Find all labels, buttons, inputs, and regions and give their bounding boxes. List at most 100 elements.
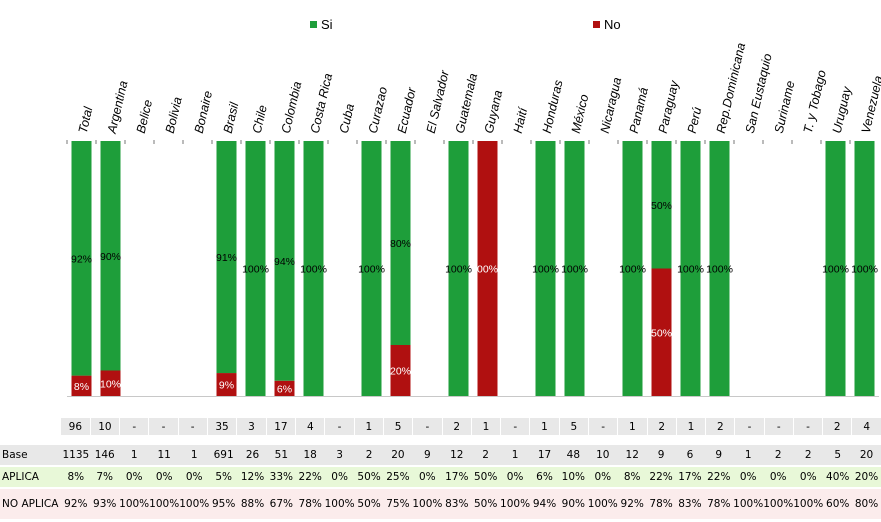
count-cell: -: [763, 418, 794, 435]
table-cell: 50%: [471, 465, 501, 488]
table-row: NO APLICA 92% 93% 100% 100% 100% 95% 88% 67% 78% 1…: [0, 487, 881, 519]
table-cell: 25%: [383, 465, 413, 488]
table-cell: 10%: [558, 465, 588, 488]
count-cell: 35: [206, 418, 237, 435]
table-cell: 78%: [704, 487, 734, 519]
table-cell: 10: [587, 443, 618, 466]
x-tick-label: Argentina: [105, 79, 131, 135]
x-tick-label: Bolivia: [163, 96, 185, 135]
x-tick-label: Cuba: [337, 102, 357, 134]
data-label-si: 100%: [706, 264, 733, 276]
table-cell: 22%: [704, 465, 734, 488]
data-label-si: 90%: [100, 251, 121, 263]
table-cell: 0%: [793, 465, 824, 488]
table-cell: 0%: [119, 465, 150, 488]
count-cell: 96: [60, 418, 91, 435]
table-cell: 9: [704, 443, 734, 466]
x-tick-label: Ecuador: [395, 85, 419, 134]
table-cell: 95%: [209, 487, 239, 519]
count-cell: -: [587, 418, 618, 435]
table-cell: 100%: [500, 487, 531, 519]
bar-si: [535, 141, 556, 396]
x-tick-label: México: [569, 93, 592, 135]
data-table: Base 1135 146 1 11 1 691 26 51 18 3 2 20 9 12 2 1 17 48 10 1…: [0, 443, 881, 519]
count-cell: 2: [822, 418, 852, 435]
table-cell: 2: [471, 443, 501, 466]
count-cell: 1: [617, 418, 648, 435]
x-tick-label: Uruguay: [830, 85, 854, 135]
table-cell: 691: [209, 443, 239, 466]
bar-si: [651, 141, 672, 269]
table-cell: 2: [354, 443, 384, 466]
table-cell: 22%: [646, 465, 676, 488]
table-cell: 0%: [587, 465, 618, 488]
count-cell: -: [500, 418, 530, 435]
x-tick-label: Chile: [250, 104, 270, 135]
table-cell: 18: [295, 443, 325, 466]
table-cell: 9: [646, 443, 676, 466]
table-cell: 0%: [324, 465, 355, 488]
data-label-no: 00%: [477, 264, 498, 276]
data-label-si: 100%: [851, 264, 878, 276]
bar-si: [245, 141, 266, 396]
table-cell: 90%: [558, 487, 588, 519]
table-cell: 2: [793, 443, 824, 466]
data-label-si: 100%: [300, 264, 327, 276]
row-label: Base: [0, 443, 62, 466]
data-label-si: 100%: [358, 264, 385, 276]
data-label-si: 100%: [561, 264, 588, 276]
count-cell: 10: [89, 418, 120, 435]
x-tick-label: Curazao: [366, 85, 390, 134]
table-cell: 100%: [149, 487, 180, 519]
x-tick-label: Nicaragua: [598, 76, 624, 135]
data-label-no: 8%: [74, 381, 89, 393]
data-label-si: 94%: [274, 256, 295, 268]
table-row: Base 1135 146 1 11 1 691 26 51 18 3 2 20 9 12 2 1 17 48 10 1…: [0, 443, 881, 466]
table-cell: 9: [412, 443, 443, 466]
table-cell: 146: [90, 443, 120, 466]
x-tick-label: Brasil: [221, 100, 242, 135]
table-cell: 78%: [295, 487, 325, 519]
x-tick-label: San Eustaquio: [743, 52, 775, 134]
data-label-si: 92%: [71, 253, 92, 265]
table-cell: 100%: [763, 487, 794, 519]
table-cell: 20%: [852, 465, 881, 488]
bar-si: [825, 141, 846, 396]
table-cell: 1: [500, 443, 531, 466]
count-cell: 2: [705, 418, 735, 435]
bar-no: [390, 345, 411, 396]
counts-row: 96 10- - -35 3 17 4-1 5-2 1-1 5-1 2 1 2- - -2 4: [0, 418, 881, 435]
table-cell: 22%: [295, 465, 325, 488]
count-cell: 2: [646, 418, 677, 435]
bar-si: [680, 141, 701, 396]
data-label-si: 50%: [651, 200, 672, 212]
table-cell: 83%: [675, 487, 705, 519]
data-label-si: 91%: [216, 252, 237, 264]
table-cell: 93%: [90, 487, 120, 519]
x-tick-label: Venezuela: [859, 74, 881, 134]
count-cell: 5: [558, 418, 589, 435]
table-cell: 50%: [354, 487, 384, 519]
table-cell: 0%: [179, 465, 210, 488]
bar-si: [361, 141, 382, 396]
data-label-si: 100%: [242, 264, 269, 276]
table-cell: 17: [530, 443, 559, 466]
bar-si: [622, 141, 643, 396]
table-cell: 12: [617, 443, 647, 466]
row-label: APLICA: [0, 465, 62, 488]
bar-si: [71, 141, 92, 376]
table-cell: 8%: [61, 465, 91, 488]
bar-si: [274, 141, 295, 381]
bar-no: [100, 370, 121, 396]
table-cell: 33%: [266, 465, 296, 488]
count-cell: -: [119, 418, 149, 435]
x-tick-label: Panamá: [627, 86, 651, 135]
table-cell: 1: [733, 443, 764, 466]
count-cell: 1: [675, 418, 706, 435]
table-cell: 100%: [793, 487, 824, 519]
count-cell: -: [324, 418, 355, 435]
count-cell: 1: [470, 418, 501, 435]
table-cell: 100%: [733, 487, 764, 519]
table-cell: 17%: [675, 465, 705, 488]
x-tick-label: Rep.Dominicana: [714, 41, 748, 134]
